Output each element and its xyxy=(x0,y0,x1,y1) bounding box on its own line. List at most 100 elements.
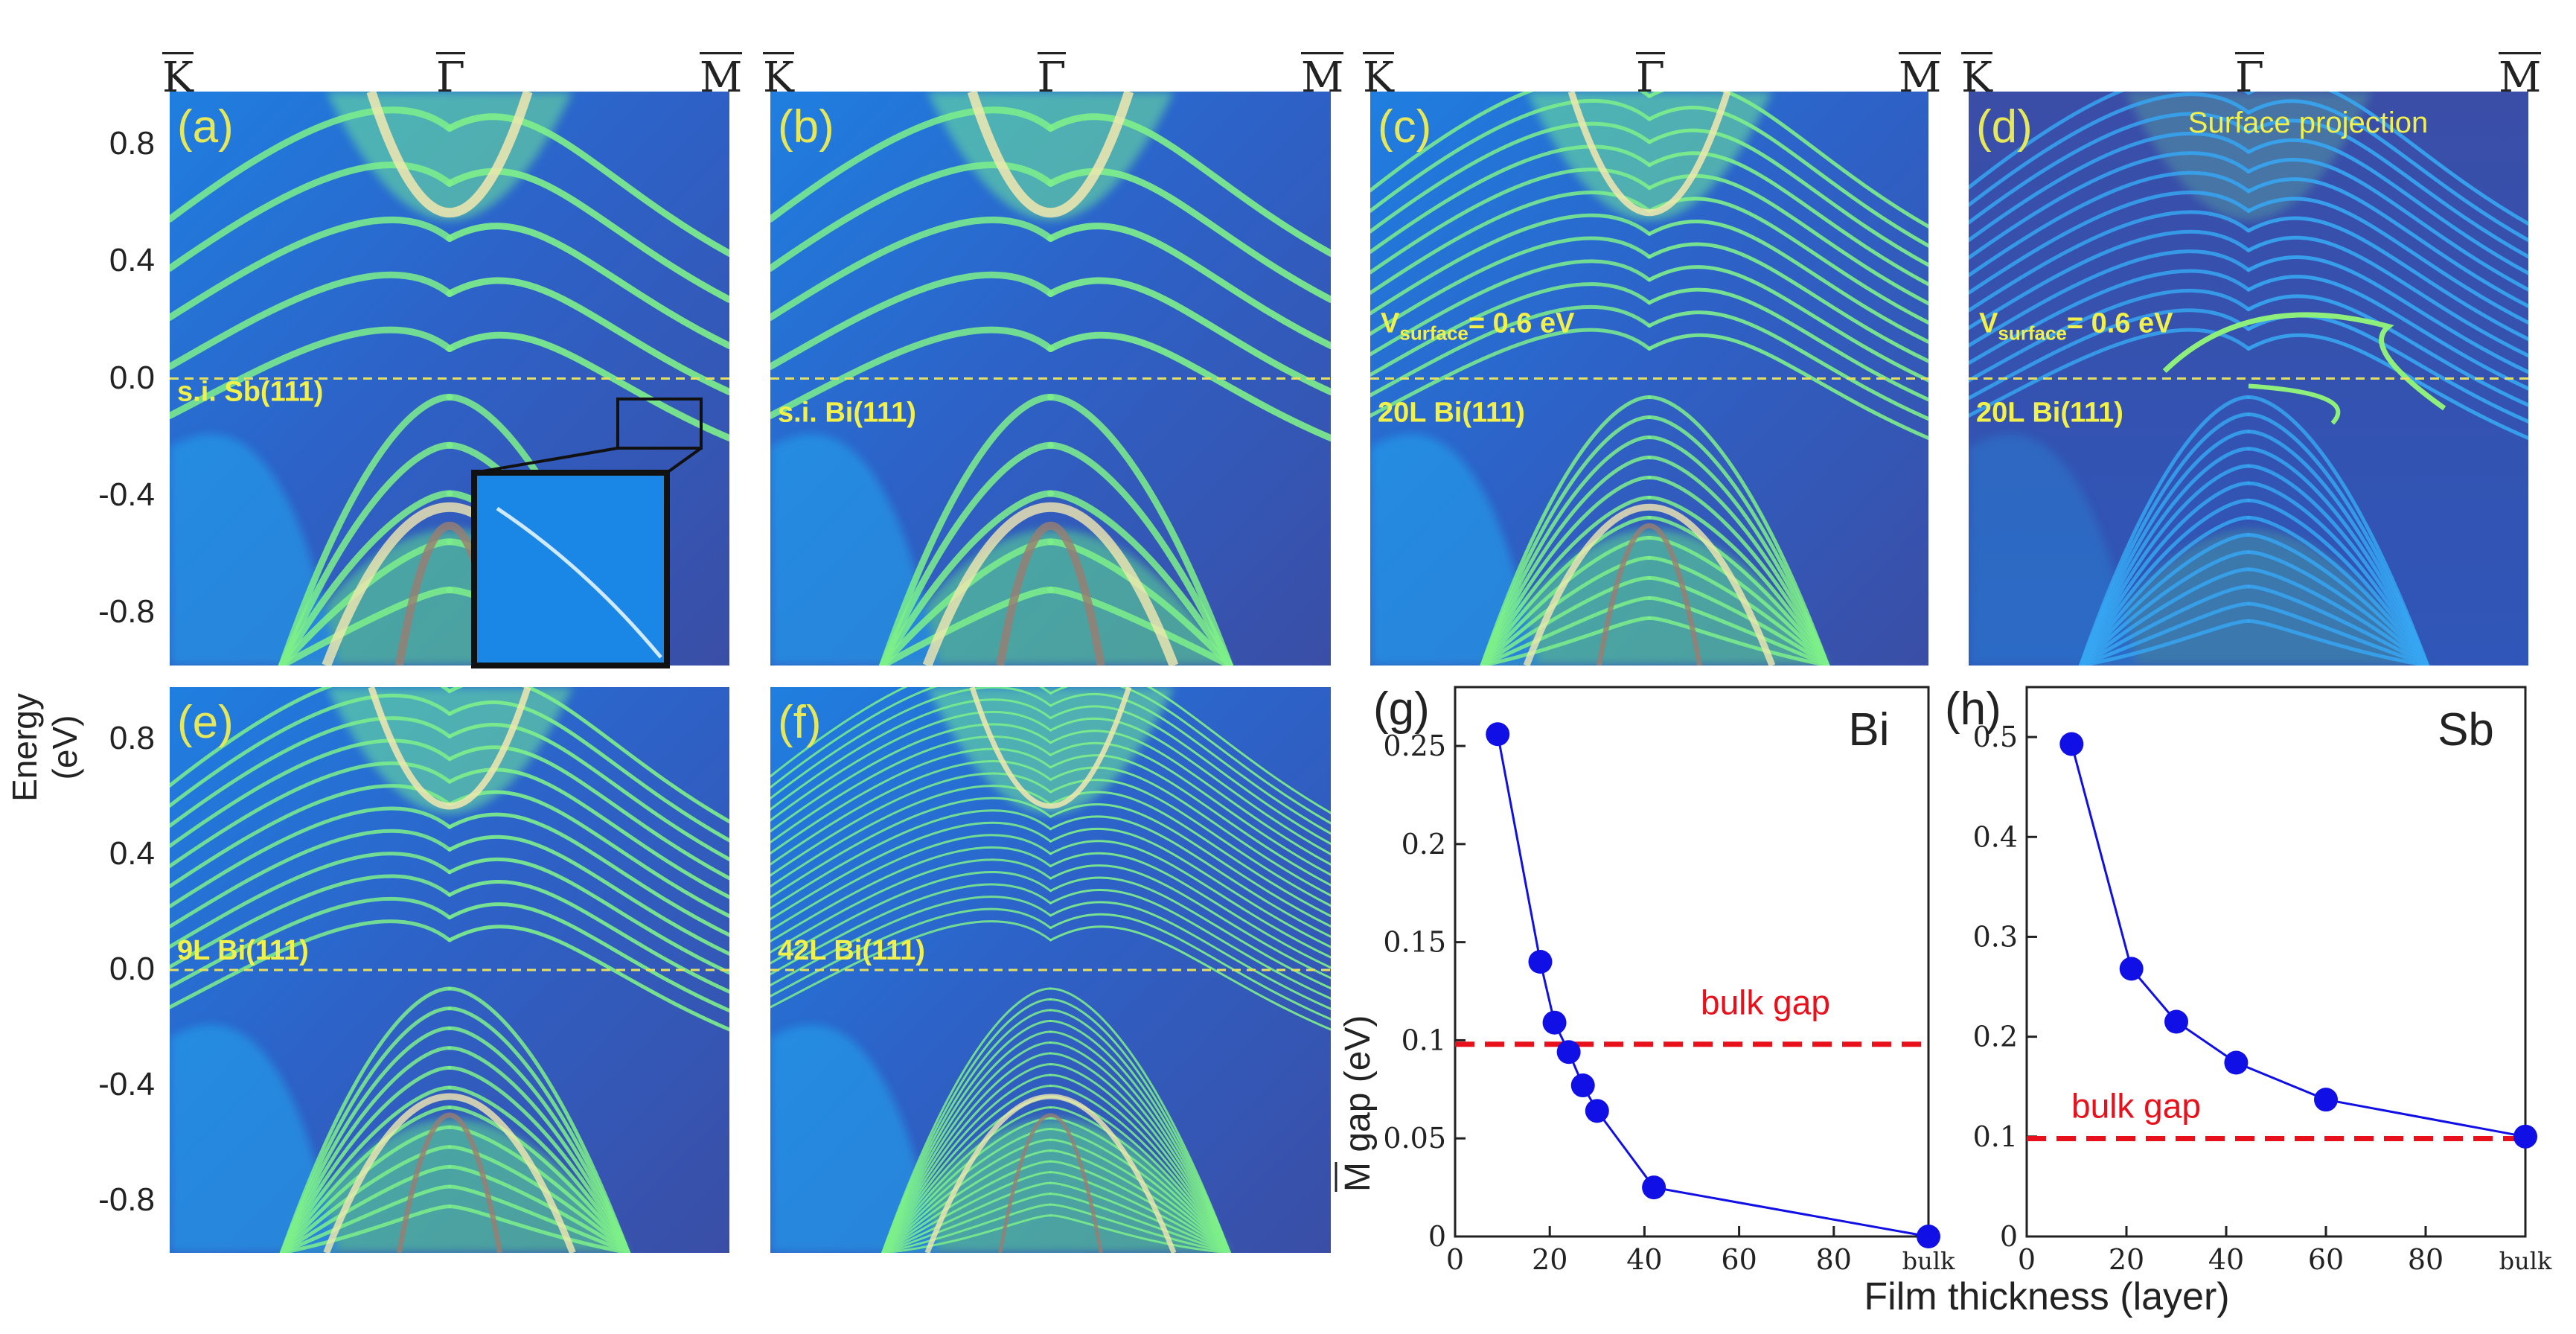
panel-e-label: 9L Bi(111) xyxy=(177,935,309,966)
zoom-connector-left xyxy=(473,447,619,474)
overbar xyxy=(436,52,465,54)
y-tick-label: 0.3 xyxy=(1973,920,2018,953)
panel-e: (e) 9L Bi(111) xyxy=(170,687,729,1253)
data-point xyxy=(2513,1124,2537,1149)
y-tick-label: 0.1 xyxy=(1402,1024,1446,1056)
panel-d-tag: (d) xyxy=(1976,101,2033,153)
x-tick-label: 20 xyxy=(1532,1243,1567,1276)
y-axis-label: M gap (eV) xyxy=(1338,1015,1378,1192)
series-line xyxy=(2070,744,2526,1138)
overbar xyxy=(1037,52,1067,54)
data-point xyxy=(1486,722,1510,747)
x-tick-label: 80 xyxy=(2408,1243,2444,1276)
overbar xyxy=(1363,52,1394,54)
data-point xyxy=(1917,1225,1940,1248)
panel-c-label: 20L Bi(111) xyxy=(1378,398,1525,429)
panel-e-tag: (e) xyxy=(177,697,234,748)
chart-tag: (h) xyxy=(1945,683,2001,735)
overbar xyxy=(1961,52,1992,54)
data-point xyxy=(2059,732,2084,756)
overbar xyxy=(1899,52,1942,54)
data-point xyxy=(2119,957,2144,981)
data-point xyxy=(2314,1088,2338,1112)
panel-d-label: 20L Bi(111) xyxy=(1976,398,2123,429)
panel-f-tag: (f) xyxy=(778,697,822,748)
x-tick-label: bulk xyxy=(1902,1247,1955,1275)
plot-frame xyxy=(1454,686,1930,1238)
overbar xyxy=(1301,52,1344,54)
panel-a-label: s.i. Sb(111) xyxy=(177,377,323,408)
panel-f: (f) 42L Bi(111) xyxy=(770,687,1331,1253)
panel-d-surface-projection-label: Surface projection xyxy=(2188,106,2428,139)
x-tick-label: 40 xyxy=(2208,1243,2244,1276)
y-tick-label: 0.15 xyxy=(1383,926,1446,959)
energy-tick-label: 0.8 xyxy=(109,719,155,756)
x-tick-label: 80 xyxy=(1816,1243,1852,1276)
element-label: Sb xyxy=(2438,704,2494,756)
y-tick-label: 0.05 xyxy=(1383,1122,1446,1155)
overbar xyxy=(2499,52,2542,54)
data-point xyxy=(2164,1009,2188,1034)
x-tick-label: 40 xyxy=(1626,1243,1662,1276)
data-point xyxy=(1585,1099,1609,1123)
data-point xyxy=(2224,1050,2249,1075)
chart-bi: 0 20 40 60 80 bulk 0 0.05 0.1 0.15 0.2 0.25 bulk gap… xyxy=(1335,683,1955,1276)
panel-d-potential: Vsurface= 0.6 eV xyxy=(1979,308,2173,345)
energy-tick-label: 0.8 xyxy=(109,124,155,162)
data-point xyxy=(1556,1040,1581,1065)
plot-frame xyxy=(2025,686,2527,1238)
panel-a-tag: (a) xyxy=(177,101,234,153)
energy-tick-label: 0.0 xyxy=(109,951,155,987)
y-tick-label: 0.4 xyxy=(1973,820,2018,853)
chart-sb: 0 20 40 60 80 bulk 0 0.1 0.2 0.3 0.4 0.5 bulk gap (h)… xyxy=(1945,683,2552,1276)
energy-tick-label: -0.4 xyxy=(98,476,155,513)
y-tick-label: 0.2 xyxy=(1973,1021,2018,1053)
overbar xyxy=(700,52,743,54)
panel-d: (d) 20L Bi(111) Vsurface= 0.6 eV Surface pr… xyxy=(1969,92,2528,666)
energy-tick-label: -0.4 xyxy=(98,1066,155,1103)
x-tick-label: 20 xyxy=(2109,1243,2144,1276)
panel-b: (b) s.i. Bi(111) xyxy=(770,92,1331,666)
chart-tag: (g) xyxy=(1373,683,1430,735)
x-tick-label: 0 xyxy=(2018,1243,2036,1276)
energy-tick-label: 0.4 xyxy=(109,834,155,872)
zoom-connector-right xyxy=(665,447,703,474)
element-label: Bi xyxy=(1848,704,1889,756)
data-point xyxy=(1528,950,1553,974)
overbar xyxy=(162,52,194,54)
panel-b-tag: (b) xyxy=(778,101,834,153)
y-tick-label: 0.2 xyxy=(1402,828,1446,861)
zoom-inset-band xyxy=(496,506,662,659)
energy-tick-label: -0.8 xyxy=(98,593,155,631)
panel-c-potential: Vsurface= 0.6 eV xyxy=(1381,308,1575,345)
panel-c-tag: (c) xyxy=(1378,101,1431,153)
x-axis-label: Film thickness (layer) xyxy=(1864,1275,2230,1318)
overbar xyxy=(1636,52,1665,54)
overbar xyxy=(763,52,794,54)
energy-tick-label: -0.8 xyxy=(98,1181,155,1219)
bulk-gap-label: bulk gap xyxy=(2071,1087,2201,1126)
panel-f-label: 42L Bi(111) xyxy=(778,935,925,966)
x-tick-label: 0 xyxy=(1446,1243,1464,1276)
x-tick-label: bulk xyxy=(2499,1247,2552,1275)
overbar xyxy=(2235,52,2264,54)
data-point xyxy=(1542,1010,1567,1035)
zoom-source-box xyxy=(616,398,703,450)
data-point xyxy=(1642,1175,1666,1200)
panel-b-label: s.i. Bi(111) xyxy=(778,398,916,429)
y-tick-label: 0.25 xyxy=(1383,730,1446,762)
x-tick-label: 60 xyxy=(2308,1243,2344,1276)
panel-a: (a) s.i. Sb(111) xyxy=(170,92,729,668)
bulk-gap-label: bulk gap xyxy=(1701,983,1830,1022)
y-tick-label: 0.1 xyxy=(1973,1120,2018,1153)
y-tick-label: 0 xyxy=(2000,1220,2018,1253)
x-tick-label: 60 xyxy=(1721,1243,1757,1276)
energy-tick-label: 0.0 xyxy=(109,359,155,396)
y-tick-label: 0 xyxy=(1428,1220,1446,1253)
zoom-inset xyxy=(471,470,670,668)
y-tick-label: 0.5 xyxy=(1973,721,2018,753)
panel-c: (c) 20L Bi(111) Vsurface= 0.6 eV xyxy=(1370,92,1928,666)
data-point xyxy=(1570,1073,1595,1098)
